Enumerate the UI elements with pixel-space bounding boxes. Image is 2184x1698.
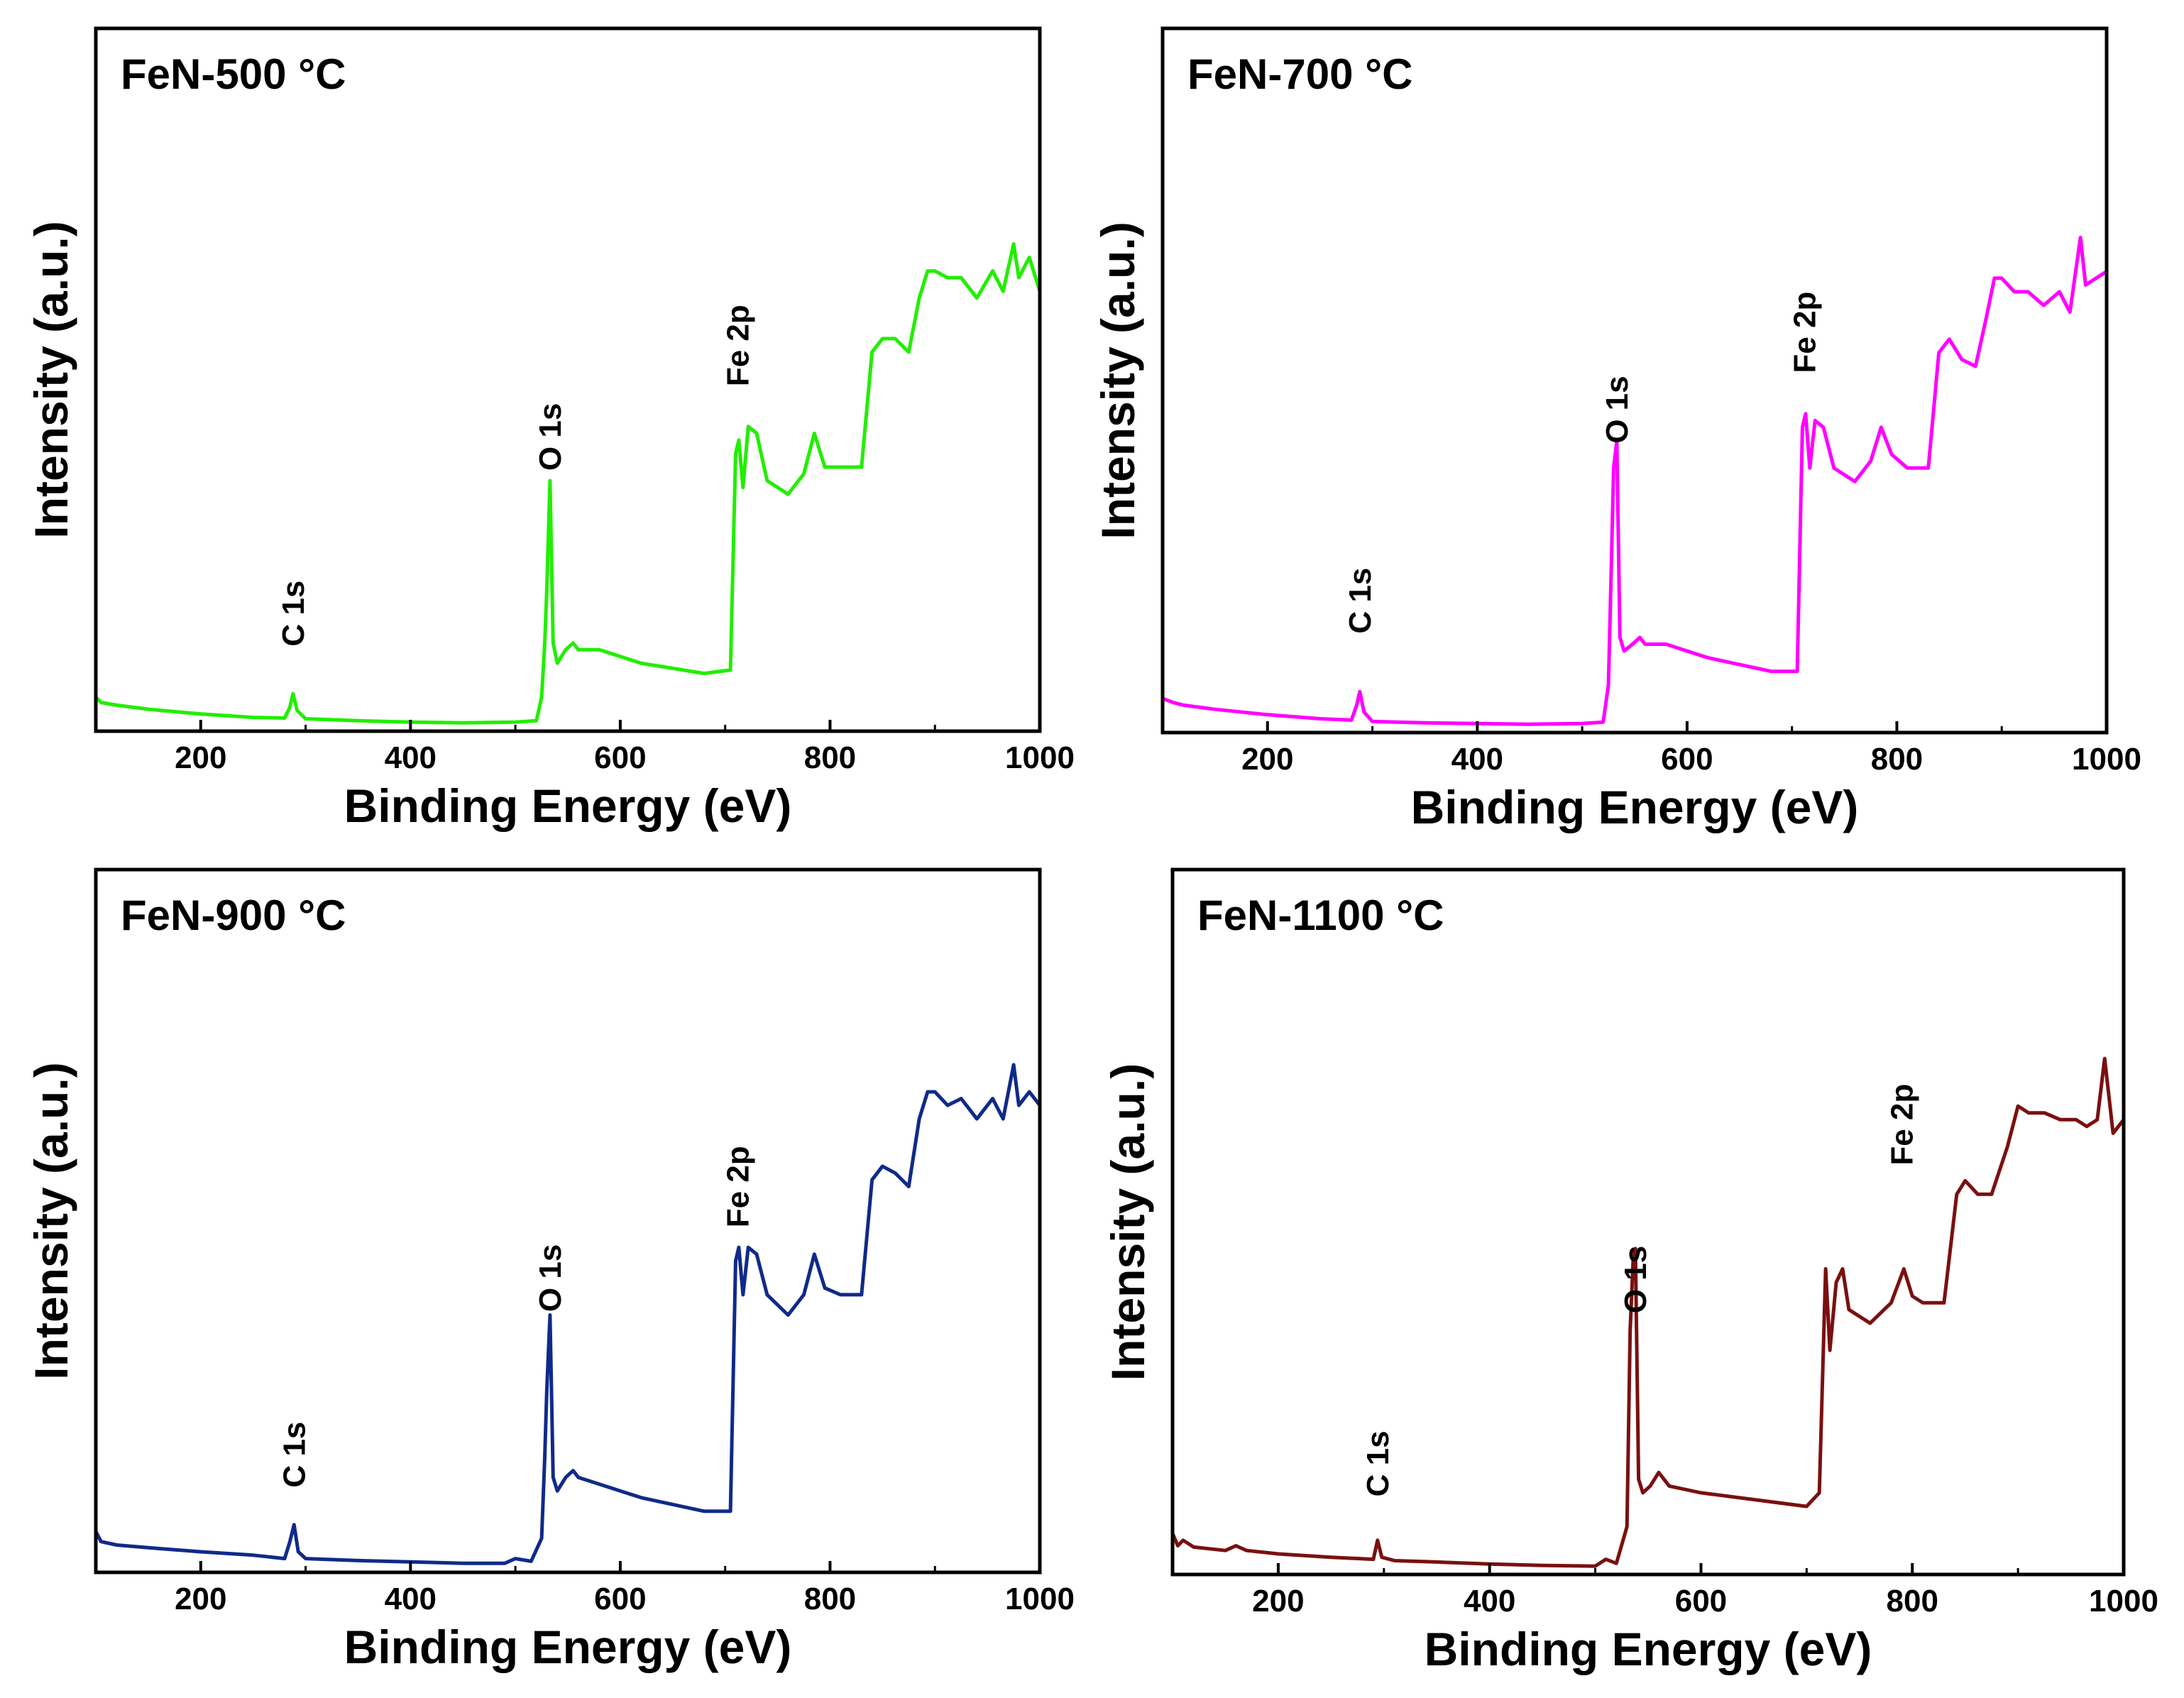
series-line xyxy=(96,1063,1040,1565)
peak-label: C 1s xyxy=(276,581,311,647)
panel-title: FeN-700 °C xyxy=(1187,50,1412,98)
series-line xyxy=(1173,1056,2124,1568)
y-axis-label: Intensity (a.u.) xyxy=(25,221,77,538)
peak-label: O 1s xyxy=(533,403,568,471)
peak-label: Fe 2p xyxy=(720,1146,755,1227)
x-tick-label: 200 xyxy=(1252,1584,1304,1618)
peak-label: C 1s xyxy=(277,1422,312,1488)
x-tick-label: 800 xyxy=(804,740,856,775)
plot-frame xyxy=(1160,26,2109,735)
x-tick-label: 400 xyxy=(1464,1584,1515,1618)
x-tick-label: 200 xyxy=(1241,742,1293,777)
x-tick-label: 600 xyxy=(1661,742,1713,777)
panel-fen-900: 200 400 600 800 1000 Binding Energy (eV) Inten… xyxy=(25,867,1075,1673)
series-line xyxy=(96,242,1040,725)
x-tick-label: 200 xyxy=(175,740,226,775)
peak-label: C 1s xyxy=(1361,1430,1395,1496)
x-tick-label: 400 xyxy=(385,1582,437,1616)
panel-fen-500: 200 400 600 800 1000 Binding Energy (eV) Inten… xyxy=(25,26,1075,832)
x-tick-label: 600 xyxy=(594,1582,646,1616)
peak-label: Fe 2p xyxy=(1884,1084,1919,1166)
peak-label: O 1s xyxy=(533,1244,568,1312)
x-tick-label: 400 xyxy=(385,740,437,775)
plot-frame xyxy=(94,26,1042,733)
panel-title: FeN-900 °C xyxy=(121,892,346,939)
peak-label: Fe 2p xyxy=(720,305,755,386)
x-axis-label: Binding Energy (eV) xyxy=(344,779,792,832)
x-axis-label: Binding Energy (eV) xyxy=(1425,1623,1872,1675)
panel-title: FeN-1100 °C xyxy=(1197,892,1444,939)
x-tick-label: 1000 xyxy=(1005,740,1075,775)
x-tick-label: 1000 xyxy=(2089,1584,2158,1618)
x-axis-label: Binding Energy (eV) xyxy=(344,1621,792,1673)
x-tick-label: 800 xyxy=(804,1582,856,1616)
x-tick-label: 400 xyxy=(1452,742,1503,777)
x-tick-label: 200 xyxy=(175,1582,226,1616)
plot-frame xyxy=(94,867,1042,1574)
peak-label: O 1s xyxy=(1600,376,1635,443)
x-tick-label: 1000 xyxy=(2072,742,2141,777)
panel-title: FeN-500 °C xyxy=(121,50,346,98)
y-axis-label: Intensity (a.u.) xyxy=(25,1062,77,1379)
y-axis-label: Intensity (a.u.) xyxy=(1102,1063,1154,1381)
peak-label: C 1s xyxy=(1343,568,1378,634)
x-axis-label: Binding Energy (eV) xyxy=(1411,781,1859,833)
plot-frame xyxy=(1170,867,2126,1577)
x-tick-label: 600 xyxy=(594,740,646,775)
x-tick-label: 800 xyxy=(1871,742,1923,777)
y-axis-label: Intensity (a.u.) xyxy=(1092,221,1144,539)
panel-fen-1100: 200 400 600 800 1000 Binding Energy (eV) Inten… xyxy=(1102,867,2158,1675)
x-tick-label: 800 xyxy=(1887,1584,1938,1618)
series-line xyxy=(1163,236,2107,726)
peak-label: O 1s xyxy=(1618,1246,1653,1313)
panel-fen-700: 200 400 600 800 1000 Binding Energy (eV) Inten… xyxy=(1092,26,2141,833)
x-tick-label: 600 xyxy=(1675,1584,1727,1618)
peak-label: Fe 2p xyxy=(1787,292,1822,373)
x-tick-label: 1000 xyxy=(1005,1582,1075,1616)
